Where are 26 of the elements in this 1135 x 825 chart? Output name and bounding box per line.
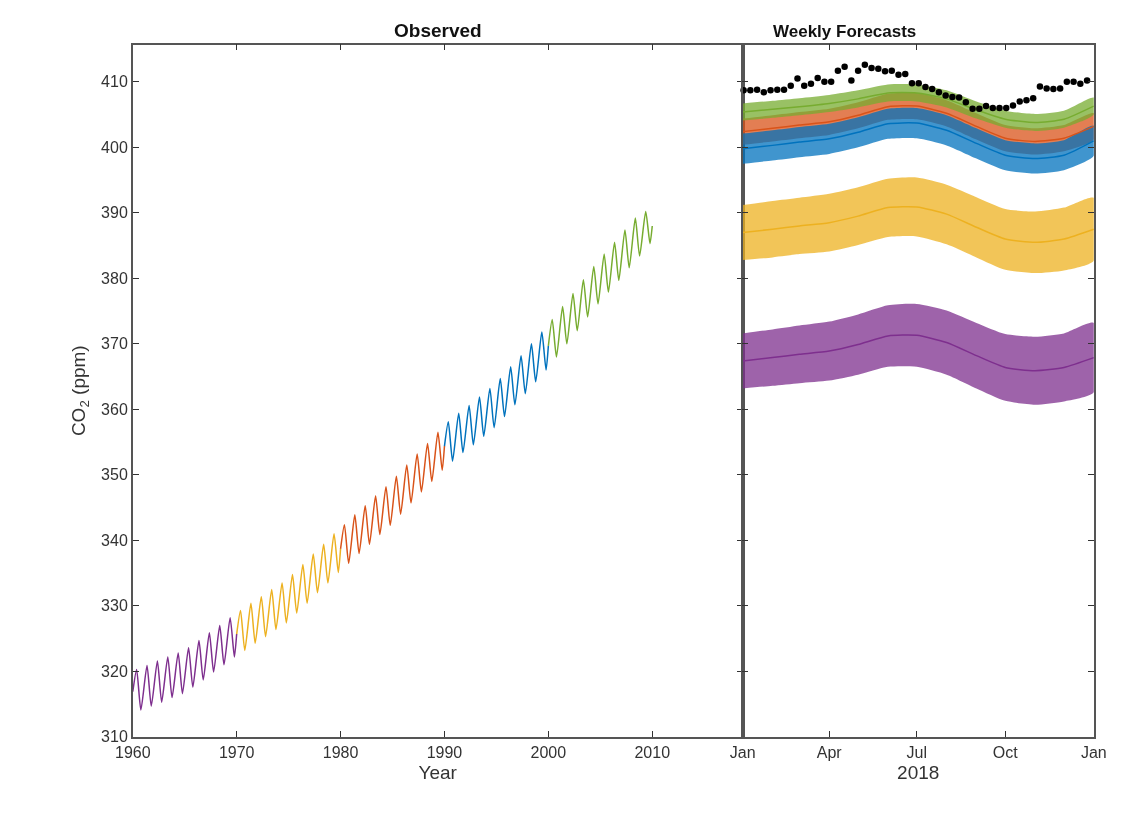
x-tick-label: Jul [906,743,928,761]
y-tick-label: 380 [101,269,128,287]
x-tick-label: 2010 [634,743,671,761]
y-tick-label: 310 [101,728,128,746]
x-tick-label: Jan [729,743,756,761]
x-axis-title: Year [418,762,458,784]
x-tick-label: Apr [816,743,843,761]
y-tick-label: 360 [101,400,128,418]
x-tick-label: Jan [1080,743,1107,761]
y-tick-label: 340 [101,531,128,549]
y-tick-label: 370 [101,335,128,353]
y-tick-label: 330 [101,597,128,615]
x-tick-label: Oct [992,743,1019,761]
x-tick-label: 1980 [322,743,359,761]
x-tick-label: 1960 [114,743,151,761]
y-tick-label: 400 [101,138,128,156]
x-tick-label: 2000 [530,743,567,761]
chart-title: Weekly Forecasts [773,22,917,41]
x-tick-label: 1970 [218,743,255,761]
y-tick-label: 410 [101,73,128,91]
y-tick-label: 350 [101,466,128,484]
x-tick-label: 1990 [426,743,463,761]
y-tick-label: 320 [101,662,128,680]
x-axis-title: 2018 [897,762,940,784]
chart-title: Observed [394,20,482,41]
y-tick-label: 390 [101,204,128,222]
